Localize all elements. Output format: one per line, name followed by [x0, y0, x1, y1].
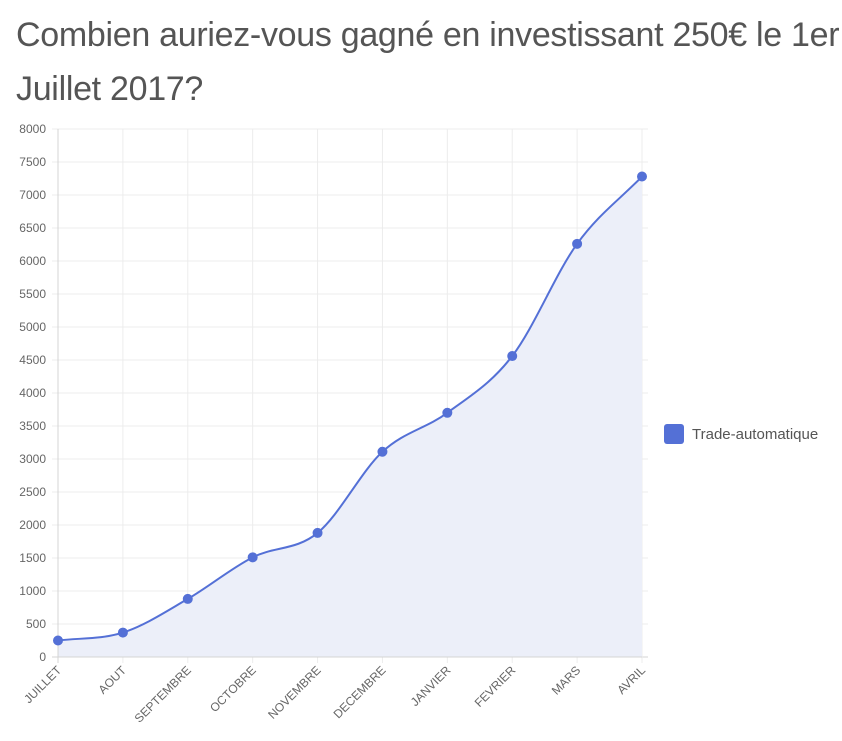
series-line	[57, 175, 643, 642]
x-tick-label: AVRIL	[614, 663, 648, 697]
page-title: Combien auriez-vous gagné en investissan…	[16, 16, 840, 108]
data-point	[377, 446, 388, 457]
y-tick-label: 0	[39, 650, 46, 664]
y-tick-label: 1000	[19, 584, 46, 598]
x-tick-label: AOUT	[96, 663, 130, 697]
chart-legend[interactable]: Trade-automatique	[664, 424, 818, 444]
data-point	[117, 627, 128, 638]
data-point	[442, 407, 453, 418]
x-tick-label: MARS	[549, 663, 583, 697]
data-point	[182, 593, 193, 604]
data-point	[637, 171, 647, 182]
y-tick-label: 1500	[19, 551, 46, 565]
chart-axes	[57, 129, 642, 658]
data-point	[507, 351, 518, 362]
y-tick-labels: 0 500 1000 1500 2000 2500 3000 3500 4000 4500 5000…	[19, 122, 46, 664]
x-tick-label: JUILLET	[21, 663, 64, 706]
y-tick-label: 500	[26, 617, 46, 631]
x-tick-labels: JUILLET AOUT SEPTEMBRE OCTOBRE NOVEMBRE DECEM…	[21, 663, 648, 726]
y-tick-label: 3000	[19, 452, 46, 466]
y-tick-label: 3500	[19, 419, 46, 433]
x-tick-label: SEPTEMBRE	[132, 663, 194, 725]
data-point	[312, 527, 323, 538]
x-tick-label: JANVIER	[408, 663, 454, 709]
data-point	[53, 635, 63, 646]
data-point	[572, 238, 583, 249]
chart-points	[53, 171, 647, 646]
y-tick-label: 6000	[19, 254, 46, 268]
y-tick-label: 2500	[19, 485, 46, 499]
y-tick-label: 5000	[19, 320, 46, 334]
x-tick-label: FEVRIER	[472, 663, 519, 710]
y-tick-label: 4500	[19, 353, 46, 367]
y-tick-label: 6500	[19, 221, 46, 235]
legend-swatch[interactable]	[664, 424, 684, 444]
chart-area-layer	[57, 175, 643, 657]
x-tick-label: NOVEMBRE	[265, 663, 323, 721]
y-tick-label: 2000	[19, 518, 46, 532]
data-point	[247, 552, 258, 563]
x-tick-label: DECEMBRE	[331, 663, 389, 721]
series-area-fill	[58, 176, 642, 657]
y-tick-label: 5500	[19, 287, 46, 301]
legend-label[interactable]: Trade-automatique	[692, 426, 818, 443]
y-tick-label: 8000	[19, 122, 46, 136]
y-tick-label: 7500	[19, 155, 46, 169]
y-tick-label: 7000	[19, 188, 46, 202]
x-tick-label: OCTOBRE	[207, 663, 259, 715]
y-tick-label: 4000	[19, 386, 46, 400]
